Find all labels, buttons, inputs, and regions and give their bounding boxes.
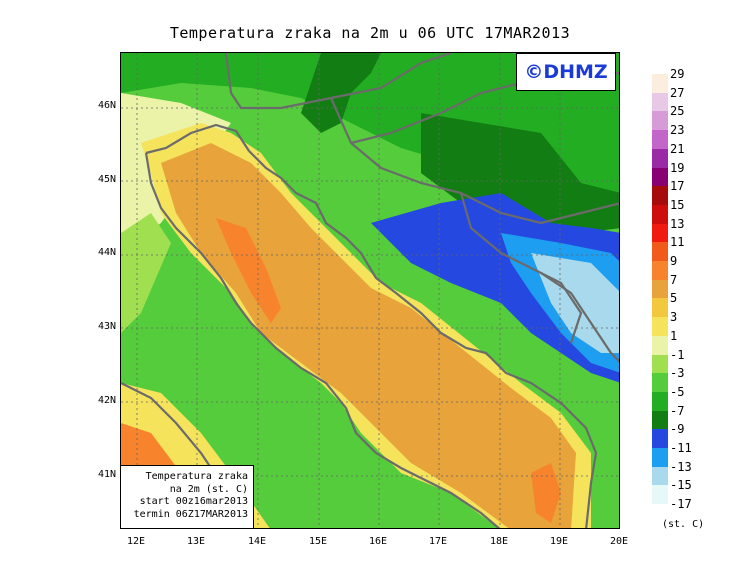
- legend-label: -17: [670, 497, 692, 512]
- legend-label: -15: [670, 478, 692, 493]
- legend-label: -13: [670, 459, 692, 474]
- italy-light-green: [121, 213, 171, 333]
- lon-label-17e: 17E: [429, 536, 448, 547]
- legend-swatch: [652, 410, 668, 430]
- legend-label: -9: [670, 422, 685, 437]
- legend-label: 29: [670, 67, 685, 81]
- legend-swatch: [652, 261, 668, 280]
- legend-label: 15: [670, 197, 685, 212]
- legend-label: 21: [670, 141, 685, 156]
- legend-label: 5: [670, 291, 678, 306]
- info-line-4: termin 06Z17MAR2013: [133, 508, 248, 520]
- legend-swatch: [652, 111, 668, 131]
- legend-swatch: [652, 74, 668, 93]
- legend-label: 25: [670, 104, 685, 119]
- legend-label: 27: [670, 85, 685, 100]
- dhmz-logo: ©DHMZ: [516, 53, 616, 91]
- legend-swatch: [652, 466, 668, 486]
- lat-label-41n: 41N: [97, 469, 116, 480]
- legend-label: -3: [670, 366, 685, 381]
- legend-swatch: [652, 186, 668, 206]
- lon-label-14e: 14E: [248, 536, 267, 547]
- legend-swatch: [652, 448, 668, 467]
- lon-label-16e: 16E: [369, 536, 388, 547]
- adriatic-hot-spot: [216, 218, 281, 323]
- temperature-map: [120, 52, 620, 529]
- legend-swatch: [652, 373, 668, 393]
- legend-label: 17: [670, 179, 685, 194]
- legend-swatch: [652, 130, 668, 150]
- legend-label: -11: [670, 441, 692, 455]
- info-line-2: na 2m (st. C): [169, 483, 248, 495]
- legend-swatch: [652, 335, 668, 355]
- coastlines: [121, 53, 619, 528]
- legend-swatch: [652, 167, 668, 187]
- info-box: Temperatura zraka na 2m (st. C) start 00…: [120, 465, 254, 529]
- legend-swatch: [652, 429, 668, 449]
- legend-label: 7: [670, 272, 678, 287]
- alps-dark-zone: [301, 53, 381, 133]
- legend-swatch: [652, 92, 668, 112]
- legend-swatch: [652, 204, 668, 224]
- info-line-1: Temperatura zraka: [145, 471, 248, 482]
- legend-swatch: [652, 391, 668, 411]
- legend-label: 1: [670, 328, 678, 343]
- legend-label: 9: [670, 254, 678, 268]
- lat-label-43n: 43N: [97, 321, 116, 332]
- lon-label-18e: 18E: [490, 536, 509, 547]
- legend-label: 3: [670, 310, 678, 325]
- legend-swatch: [652, 317, 668, 337]
- lat-label-45n: 45N: [97, 174, 116, 185]
- lon-label-12e: 12E: [127, 536, 146, 547]
- lon-label-15e: 15E: [309, 536, 328, 547]
- info-line-3: start 00z16mar2013: [139, 496, 248, 507]
- legend-label: -1: [670, 347, 685, 362]
- graticule: [121, 53, 619, 528]
- legend-unit: (st. C): [662, 519, 705, 530]
- map-svg: [121, 53, 619, 528]
- legend-swatch: [652, 485, 668, 505]
- ionian-hot-spot: [531, 463, 561, 523]
- lon-label-20e: 20E: [610, 536, 629, 547]
- legend-label: 23: [670, 123, 685, 138]
- adriatic-warm: [161, 143, 576, 528]
- legend-swatch: [652, 354, 668, 374]
- legend-swatch: [652, 223, 668, 243]
- lon-label-19e: 19E: [550, 536, 569, 547]
- legend-swatch: [652, 148, 668, 168]
- legend-label: 19: [670, 160, 685, 175]
- legend-swatch: [652, 279, 668, 299]
- legend-label: 11: [670, 235, 685, 250]
- legend-label: 13: [670, 216, 685, 231]
- lat-label-42n: 42N: [97, 395, 116, 406]
- north-green-zone: [121, 53, 619, 213]
- lat-label-44n: 44N: [97, 247, 116, 258]
- map-title: Temperatura zraka na 2m u 06 UTC 17MAR20…: [169, 24, 571, 42]
- lon-label-13e: 13E: [187, 536, 206, 547]
- cold-blue-zone: [371, 193, 619, 383]
- legend-label: -5: [670, 384, 685, 399]
- legend-label: -7: [670, 403, 685, 418]
- lat-label-46n: 46N: [97, 100, 116, 111]
- legend-swatch: [652, 242, 668, 262]
- legend-swatch: [652, 298, 668, 318]
